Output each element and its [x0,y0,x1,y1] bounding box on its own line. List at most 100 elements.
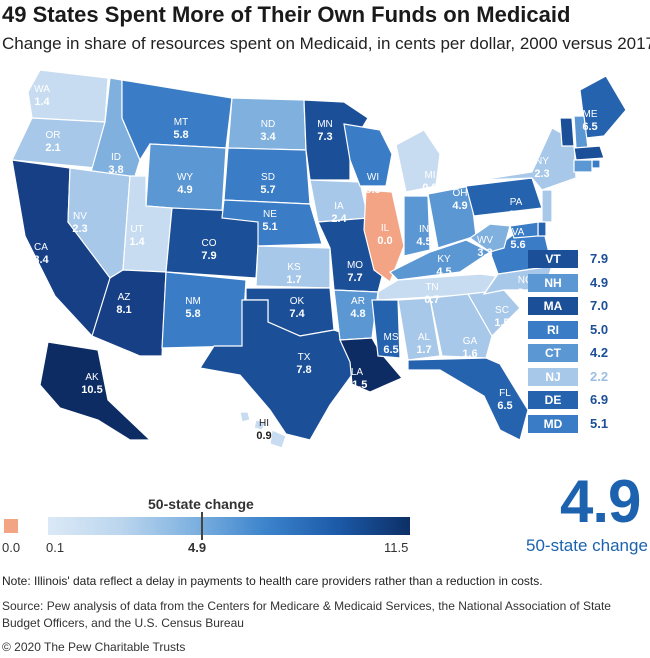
state-ms [371,299,401,359]
state-abbr-ne: NE [263,209,277,220]
state-value-ny: 2.3 [534,168,549,180]
scale-marker [201,512,203,540]
state-value-ks: 1.7 [286,274,301,286]
state-abbr-ia: IA [334,201,344,212]
state-value-wy: 4.9 [177,184,192,196]
state-value-il: 0.0 [377,235,392,247]
legend-state-ma: MA [528,297,578,315]
color-scale-bar [48,517,410,535]
state-value-nd: 3.4 [260,131,276,143]
legend-value-nj: 2.2 [590,368,609,384]
state-abbr-ks: KS [287,262,301,273]
state-abbr-wv: WV [477,235,493,246]
state-value-co: 7.9 [201,250,216,262]
state-abbr-ca: CA [34,242,48,253]
state-la [339,337,403,393]
legend-value-vt: 7.9 [590,251,609,266]
state-abbr-nd: ND [261,119,275,130]
state-abbr-tx: TX [298,352,311,363]
state-abbr-ga: GA [463,336,478,347]
state-value-mo: 7.7 [347,272,362,284]
state-value-mt: 5.8 [173,129,188,141]
state-nm [161,271,247,349]
state-abbr-ut: UT [130,224,143,235]
state-value-ca: 8.4 [33,254,49,266]
state-abbr-va: VA [512,227,525,238]
state-al [397,297,441,361]
state-abbr-oh: OH [453,188,468,199]
state-abbr-in: IN [419,224,429,235]
state-value-hi: 0.9 [256,430,271,442]
state-ma [573,145,605,161]
chart-title: 49 States Spent More of Their Own Funds … [2,2,571,27]
legend-value-ct: 4.2 [590,345,609,360]
source-note: Source: Pew analysis of data from the Ce… [2,599,611,630]
state-value-fl: 6.5 [497,400,512,412]
legend-value-ma: 7.0 [590,298,609,313]
footnote: Note: Illinois' data reflect a delay in … [2,574,543,588]
state-abbr-id: ID [111,152,121,163]
state-value-al: 1.7 [416,344,431,356]
state-il [363,189,405,283]
zero-swatch [4,519,18,533]
state-value-id: 3.8 [108,164,123,176]
legend-state-md: MD [528,414,578,433]
state-value-ok: 7.4 [289,308,305,320]
state-value-ne: 5.1 [262,221,277,233]
state-abbr-wa: WA [34,84,50,95]
state-value-wv: 3.3 [477,247,492,259]
state-mn [303,99,369,181]
state-abbr-nm: NM [185,296,201,307]
state-value-me: 6.5 [582,121,597,133]
legend-state-de: DE [528,391,578,409]
state-abbr-nc: NC [518,275,532,286]
headline-value: 4.9 [560,468,641,535]
state-value-mn: 7.3 [317,131,332,143]
legend-value-de: 6.9 [590,392,609,407]
scale-marker-label: 4.9 [188,540,207,555]
state-value-sd: 5.7 [260,184,275,196]
state-value-ia: 2.4 [331,213,347,225]
state-value-tx: 7.8 [296,364,311,376]
state-ak [39,341,152,441]
state-value-oh: 4.9 [452,200,467,212]
state-wv [468,223,511,253]
state-abbr-hi: HI [259,418,269,429]
state-md [509,221,539,239]
state-value-ak: 10.5 [81,384,102,396]
legend-state-nj: NJ [528,367,578,386]
state-abbr-ok: OK [290,296,305,307]
state-abbr-fl: FL [499,388,511,399]
headline-label: 50-state change [526,536,648,555]
state-value-pa: 6.2 [508,209,523,221]
state-ri [591,159,601,169]
state-abbr-la: LA [351,367,364,378]
legend-value-ri: 5.0 [590,321,609,337]
legend-state-vt: VT [528,250,578,268]
us-choropleth-map: WA1.4OR2.1CA8.4ID3.8NV2.3MT5.8WY4.9UT1.4… [11,69,627,449]
state-abbr-or: OR [46,130,61,141]
scale-min-label: 0.1 [46,540,65,555]
legend-state-nh: NH [528,273,578,292]
state-ny [479,127,577,191]
scale-title: 50-state change [148,496,254,512]
scale-zero-label: 0.0 [2,540,21,555]
state-abbr-az: AZ [118,292,131,303]
state-abbr-co: CO [202,238,217,249]
state-abbr-sc: SC [495,305,509,316]
chart-subtitle: Change in share of resources spent on Me… [2,34,650,53]
state-abbr-ky: KY [437,254,451,265]
state-value-nm: 5.8 [185,308,200,320]
state-abbr-mo: MO [347,260,363,271]
state-abbr-mi: MI [424,170,435,181]
copyright: © 2020 The Pew Charitable Trusts [2,640,186,654]
state-value-ga: 1.6 [462,348,477,360]
legend-value-md: 5.1 [590,415,609,431]
state-abbr-wy: WY [177,172,193,183]
state-value-or: 2.1 [45,142,60,154]
state-vt [559,117,575,147]
state-abbr-mn: MN [317,119,333,130]
state-value-sc: 1.5 [494,317,509,329]
state-hi [239,411,287,449]
state-abbr-sd: SD [261,172,275,183]
